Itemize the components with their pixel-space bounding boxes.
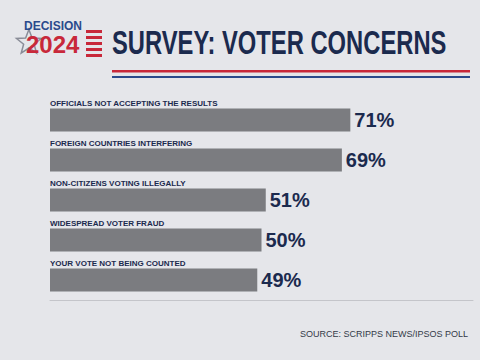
svg-text:51%: 51% <box>270 189 310 211</box>
svg-text:50%: 50% <box>266 229 306 251</box>
svg-text:YOUR VOTE NOT BEING COUNTED: YOUR VOTE NOT BEING COUNTED <box>50 259 186 268</box>
svg-text:DECISION: DECISION <box>24 19 82 33</box>
svg-text:OFFICIALS NOT ACCEPTING THE RE: OFFICIALS NOT ACCEPTING THE RESULTS <box>50 99 218 108</box>
svg-text:SURVEY: VOTER CONCERNS: SURVEY: VOTER CONCERNS <box>112 24 446 61</box>
svg-text:FOREIGN COUNTRIES INTERFERING: FOREIGN COUNTRIES INTERFERING <box>50 139 192 148</box>
svg-text:71%: 71% <box>354 109 394 131</box>
svg-text:NON-CITIZENS VOTING ILLEGALLY: NON-CITIZENS VOTING ILLEGALLY <box>50 179 186 188</box>
svg-text:69%: 69% <box>346 149 386 171</box>
svg-text:SOURCE: SCRIPPS NEWS/IPSOS POL: SOURCE: SCRIPPS NEWS/IPSOS POLL <box>300 329 468 339</box>
svg-text:WIDESPREAD VOTER FRAUD: WIDESPREAD VOTER FRAUD <box>50 219 164 228</box>
svg-text:2024: 2024 <box>26 31 80 58</box>
svg-text:49%: 49% <box>261 269 301 291</box>
